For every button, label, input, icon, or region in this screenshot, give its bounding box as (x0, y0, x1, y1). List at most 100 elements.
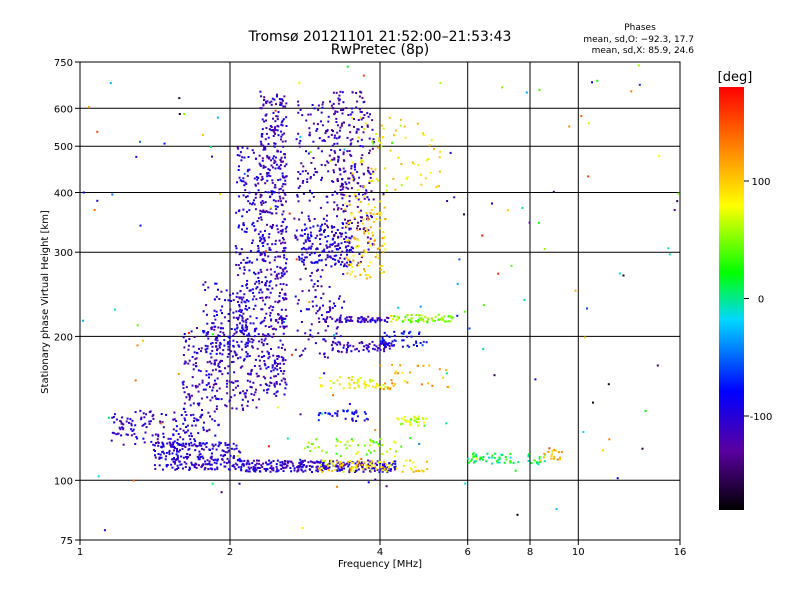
echo-point (229, 294, 232, 297)
echo-point (241, 365, 244, 368)
echo-point (372, 385, 375, 388)
echo-point (363, 444, 366, 447)
echo-point (333, 226, 336, 228)
echo-point (350, 222, 353, 224)
echo-point (262, 259, 265, 262)
echo-point (281, 237, 284, 239)
echo-point (385, 485, 388, 488)
echo-point (243, 293, 246, 296)
echo-point (245, 299, 248, 302)
echo-point (397, 372, 400, 375)
echo-point (333, 158, 336, 161)
echo-point (382, 251, 385, 254)
echo-point (250, 386, 253, 389)
echo-point (367, 264, 370, 267)
echo-point (319, 306, 321, 309)
echo-point (211, 341, 214, 344)
echo-point (307, 461, 310, 464)
echo-point (298, 218, 301, 221)
echo-point (370, 469, 373, 472)
echo-point (257, 217, 260, 220)
echo-point (349, 273, 352, 276)
echo-point (251, 341, 254, 344)
echo-point (408, 345, 411, 348)
echo-point (251, 239, 254, 242)
echo-point (307, 338, 310, 341)
echo-point (207, 468, 210, 471)
echo-point (417, 421, 420, 424)
echo-point (345, 347, 348, 350)
echo-point (427, 382, 430, 385)
echo-point (251, 346, 254, 349)
echo-point (254, 391, 257, 394)
echo-point (218, 369, 221, 372)
echo-point (336, 131, 339, 134)
echo-point (222, 327, 224, 330)
echo-point (180, 414, 183, 416)
echo-point (260, 216, 263, 219)
echo-point (408, 331, 411, 334)
echo-point (290, 470, 293, 473)
echo-point (369, 211, 372, 214)
echo-point (299, 109, 302, 111)
echo-point (176, 458, 179, 461)
echo-point (384, 343, 387, 346)
echo-point (401, 371, 404, 374)
echo-point (266, 268, 269, 271)
echo-point (270, 370, 273, 373)
chart-title: Tromsø 20121101 21:52:00–21:53:43 (248, 29, 512, 45)
echo-point (346, 343, 349, 346)
echo-point (242, 177, 245, 180)
echo-point (367, 248, 370, 251)
echo-point (275, 382, 278, 385)
echo-point (219, 463, 222, 466)
echo-point (338, 341, 341, 344)
echo-point (319, 254, 321, 257)
echo-point (356, 128, 359, 131)
echo-point (556, 458, 559, 461)
echo-point (370, 190, 373, 193)
echo-point (317, 147, 320, 150)
echo-point (560, 451, 563, 454)
echo-point (320, 120, 322, 123)
echo-point (420, 318, 423, 321)
echo-point (260, 142, 263, 145)
echo-point (265, 127, 268, 129)
stats-o-line: mean, sd,O: −92.3, 17.7 (583, 35, 694, 45)
echo-point (248, 467, 251, 470)
echo-point (310, 465, 313, 468)
echo-point (215, 352, 218, 355)
echo-point (318, 137, 321, 140)
echo-point (528, 221, 531, 224)
echo-point (279, 229, 282, 232)
echo-point (357, 468, 360, 471)
echo-point (357, 221, 359, 224)
echo-point (261, 135, 264, 138)
echo-point (276, 368, 279, 371)
echo-point (204, 348, 207, 351)
echo-point (330, 225, 333, 228)
echo-point (372, 170, 375, 173)
echo-point (341, 226, 344, 229)
echo-point (283, 463, 286, 466)
echo-point (196, 402, 199, 405)
echo-point (363, 114, 366, 116)
echo-point (208, 428, 211, 431)
echo-point (195, 357, 198, 360)
echo-point (331, 238, 334, 241)
echo-point (491, 202, 493, 205)
echo-point (240, 329, 243, 332)
echo-point (347, 346, 349, 349)
echo-point (218, 335, 221, 338)
echo-point (380, 272, 383, 275)
echo-point (362, 116, 365, 119)
echo-point (399, 423, 402, 426)
echo-point (223, 316, 226, 319)
echo-point (248, 373, 251, 376)
echo-point (327, 161, 330, 164)
echo-point (348, 386, 351, 389)
echo-point (321, 269, 324, 272)
echo-point (312, 195, 315, 198)
echo-point (235, 444, 238, 447)
echo-point (245, 231, 248, 233)
